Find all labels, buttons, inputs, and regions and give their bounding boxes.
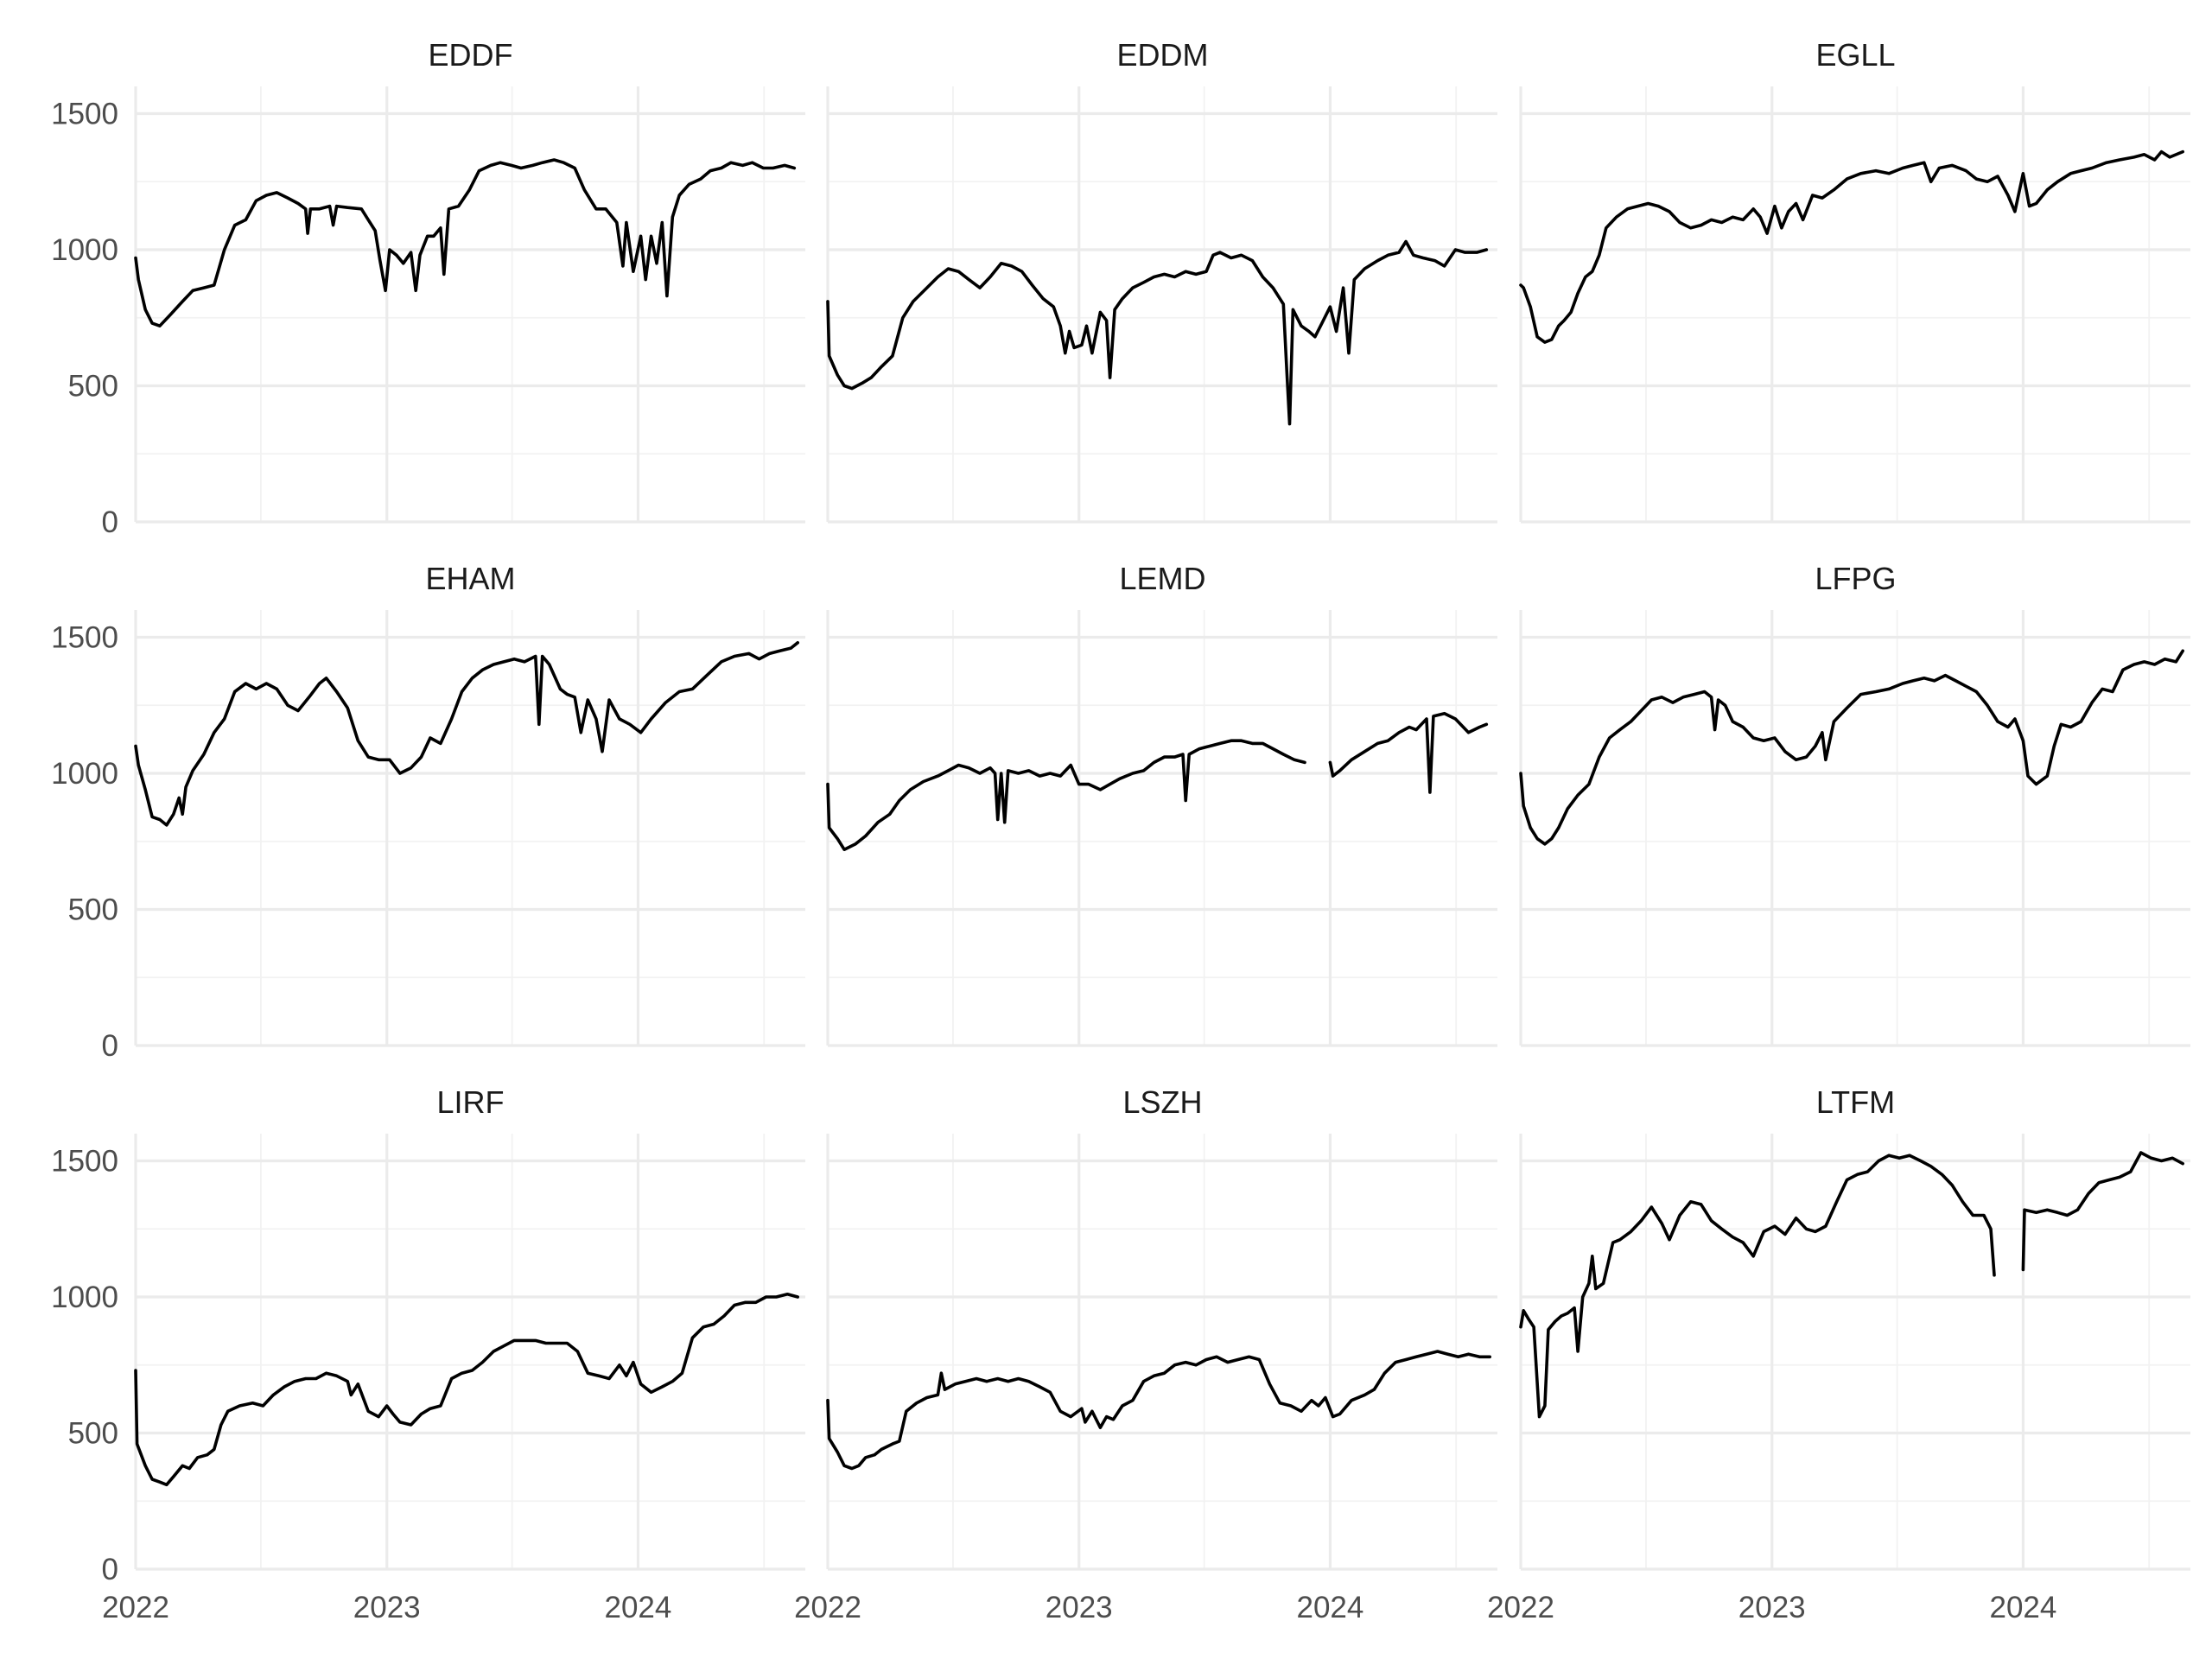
y-tick-label: 0 <box>102 1029 118 1063</box>
x-tick-label: 2022 <box>794 1591 861 1624</box>
y-tick-label: 1000 <box>51 757 118 791</box>
series-line-eddf <box>134 158 797 327</box>
facet-title: LSZH <box>1122 1084 1202 1120</box>
series-line-lirf <box>134 1293 799 1487</box>
y-tick-label: 1500 <box>51 98 118 131</box>
series-line-egll <box>1519 149 2184 344</box>
x-tick-label: 2022 <box>1487 1591 1554 1624</box>
facet-title: EDDM <box>1117 37 1209 73</box>
facet-panel-egll: EGLL <box>1519 37 2190 524</box>
series-line-ltfm <box>1519 1151 2184 1419</box>
series-line-lszh <box>826 1350 1491 1471</box>
facet-title: LIRF <box>436 1084 504 1120</box>
y-tick-label: 1500 <box>51 621 118 655</box>
x-tick-label: 2024 <box>1990 1591 2057 1624</box>
facet-title: EHAM <box>425 561 515 596</box>
x-tick-label: 2023 <box>1046 1591 1113 1624</box>
facet-panel-lfpg: LFPG <box>1519 561 2190 1047</box>
facet-panel-lirf: LIRF 0 500 1000 1500 2022 2023 2024 <box>51 1084 805 1624</box>
series-line-lfpg <box>1519 649 2184 846</box>
facet-title: LFPG <box>1815 561 1896 596</box>
y-tick-label: 1000 <box>51 233 118 267</box>
y-tick-label: 1000 <box>51 1281 118 1314</box>
y-tick-label: 0 <box>102 1553 118 1586</box>
facet-panel-ltfm: LTFM 2022 2023 2024 <box>1487 1084 2190 1624</box>
facet-title: EDDF <box>429 37 513 73</box>
y-tick-label: 500 <box>68 1417 118 1451</box>
series-line-lemd <box>826 711 1489 851</box>
facet-panel-lszh: LSZH 2022 2023 2024 <box>794 1084 1497 1624</box>
facet-panel-eddf: EDDF 0 500 1000 1500 <box>51 37 805 539</box>
x-tick-label: 2023 <box>1738 1591 1806 1624</box>
x-tick-label: 2023 <box>353 1591 421 1624</box>
facet-panel-eddm: EDDM <box>826 37 1497 524</box>
y-tick-label: 1500 <box>51 1145 118 1179</box>
y-tick-label: 0 <box>102 505 118 539</box>
facet-panel-eham: EHAM 0 500 1000 1500 <box>51 561 805 1063</box>
facet-title: EGLL <box>1815 37 1895 73</box>
y-tick-label: 500 <box>68 370 118 404</box>
facet-panel-lemd: LEMD <box>826 561 1497 1047</box>
x-tick-label: 2024 <box>1297 1591 1364 1624</box>
facet-title: LEMD <box>1119 561 1205 596</box>
facet-panels: EDDF 0 500 1000 1500 EDDM EGLL EHAM 0 500 1000 1500… <box>51 37 2190 1624</box>
series-line-eham <box>134 641 799 827</box>
y-tick-label: 500 <box>68 893 118 927</box>
x-tick-label: 2024 <box>605 1591 672 1624</box>
x-tick-label: 2022 <box>102 1591 169 1624</box>
facet-title: LTFM <box>1816 1084 1895 1120</box>
series-line-eddm <box>826 239 1489 426</box>
